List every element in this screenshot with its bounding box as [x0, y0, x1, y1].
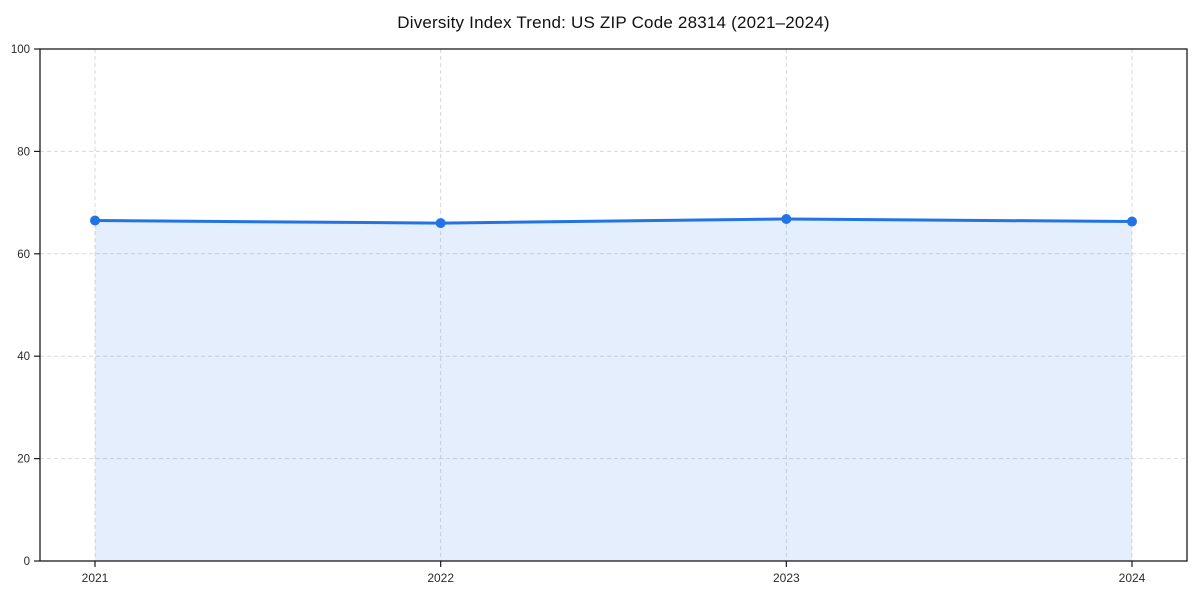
data-point-marker [1127, 216, 1137, 227]
x-axis-tick-label: 2021 [82, 571, 109, 585]
x-axis-tick-label: 2022 [427, 571, 454, 585]
y-axis-tick-label: 60 [17, 249, 30, 261]
trend-line [93, 217, 1134, 225]
y-axis-tick-label: 80 [17, 146, 30, 158]
x-axis-tick-label: 2023 [773, 571, 800, 585]
y-axis-tick-label: 100 [11, 44, 30, 56]
data-point-marker [435, 218, 446, 229]
y-axis-tick-label: 40 [17, 351, 30, 363]
chart-title: Diversity Index Trend: US ZIP Code 28314… [397, 13, 830, 32]
y-axis-tick-label: 20 [17, 454, 30, 466]
y-axis-tick-label: 0 [24, 556, 30, 568]
plot-frame [39, 48, 1188, 562]
data-point-marker [90, 215, 100, 226]
area-fill [95, 218, 1132, 561]
x-axis-tick-label: 2024 [1119, 571, 1146, 585]
data-point-marker [781, 213, 792, 224]
